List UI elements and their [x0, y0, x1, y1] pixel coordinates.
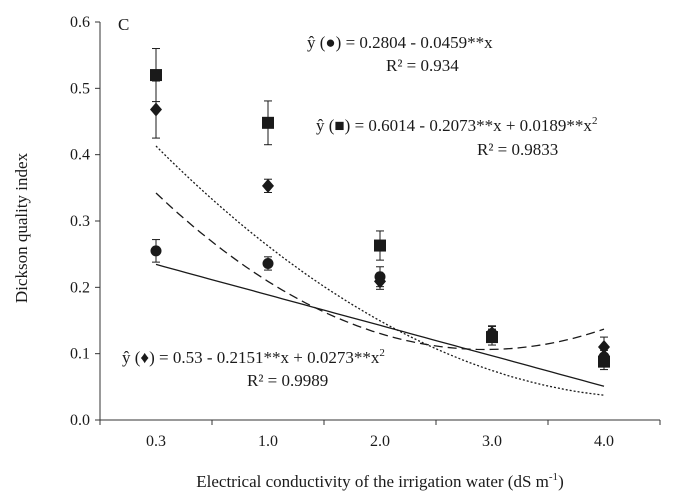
point-circle	[598, 351, 610, 363]
y-tick-label: 0.3	[70, 213, 90, 230]
point-square	[374, 239, 386, 252]
r2-square: R² = 0.9833	[477, 140, 558, 159]
point-diamond	[598, 340, 610, 355]
fit-line-square	[155, 145, 605, 396]
x-axis: 0.3 1.0 2.0 3.0 4.0	[99, 419, 661, 450]
y-tick-label: 0.5	[70, 80, 90, 97]
y-tick-label: 0.1	[70, 346, 90, 363]
y-axis-title: Dickson quality index	[12, 152, 31, 303]
y-tick-label: 0.2	[70, 279, 90, 296]
point-diamond	[150, 102, 162, 117]
x-tick-label: 2.0	[370, 433, 390, 450]
equation-circle: ŷ (●) = 0.2804 - 0.0459**x	[307, 33, 493, 52]
point-circle	[374, 271, 386, 283]
point-square	[150, 69, 162, 82]
r2-circle: R² = 0.934	[386, 56, 459, 75]
x-tick-label: 1.0	[258, 433, 278, 450]
x-tick-label: 3.0	[482, 433, 502, 450]
y-tick-label: 0.4	[70, 147, 90, 164]
fit-lines	[155, 145, 605, 396]
x-tick-label: 4.0	[594, 433, 614, 450]
point-circle	[486, 328, 498, 340]
data-points	[150, 69, 610, 368]
y-tick-label: 0.0	[70, 412, 90, 429]
equation-diamond: ŷ (♦) = 0.53 - 0.2151**x + 0.0273**x2	[122, 347, 385, 367]
x-axis-title: Electrical conductivity of the irrigatio…	[196, 471, 563, 491]
point-diamond	[262, 178, 274, 193]
panel-label: C	[118, 15, 129, 34]
y-tick-label: 0.6	[70, 14, 90, 31]
fit-line-diamond	[155, 192, 605, 351]
point-circle	[262, 257, 274, 269]
point-square	[262, 116, 274, 129]
r2-diamond: R² = 0.9989	[247, 371, 328, 390]
equation-square: ŷ (■) = 0.6014 - 0.2073**x + 0.0189**x2	[316, 115, 597, 135]
y-axis: 0.0 0.1 0.2 0.3 0.4 0.5 0.6	[70, 14, 101, 429]
fit-line-circle	[155, 263, 605, 387]
point-circle	[150, 245, 162, 257]
x-tick-label: 0.3	[146, 433, 166, 450]
